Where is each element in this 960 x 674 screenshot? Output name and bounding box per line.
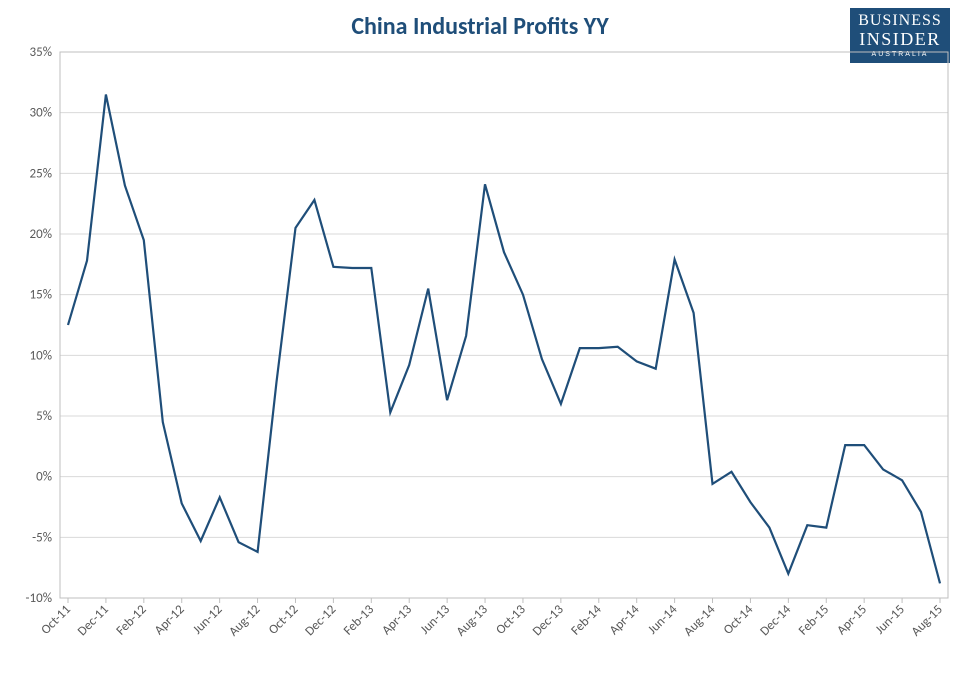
x-tick-label: Jun-15 — [873, 602, 908, 637]
x-tick-label: Apr-12 — [152, 602, 188, 638]
y-tick-label: -5% — [32, 530, 52, 545]
y-tick-label: -10% — [26, 591, 52, 606]
x-tick-label: Jun-12 — [190, 602, 226, 638]
x-tick-label: Dec-11 — [75, 602, 112, 639]
x-tick-label: Dec-14 — [757, 602, 794, 639]
y-tick-label: 5% — [36, 409, 52, 424]
series-line — [68, 95, 940, 584]
x-tick-label: Jun-13 — [418, 602, 454, 638]
y-tick-label: 35% — [30, 45, 52, 60]
x-tick-label: Dec-13 — [530, 602, 567, 639]
x-tick-label: Aug-15 — [909, 602, 946, 639]
x-tick-label: Dec-12 — [302, 602, 339, 639]
x-tick-label: Apr-13 — [379, 602, 415, 638]
x-tick-label: Oct-14 — [721, 602, 757, 638]
x-tick-label: Feb-15 — [796, 602, 832, 638]
x-tick-label: Oct-13 — [493, 602, 529, 638]
x-tick-label: Feb-12 — [113, 602, 150, 639]
x-tick-label: Oct-11 — [38, 602, 74, 638]
x-tick-label: Oct-12 — [266, 602, 302, 638]
y-tick-label: 10% — [30, 348, 52, 363]
plot-border — [60, 52, 948, 598]
y-tick-label: 20% — [30, 227, 52, 242]
chart-container: China Industrial Profits YY BUSINESS INS… — [0, 0, 960, 674]
x-tick-label: Feb-13 — [341, 602, 378, 639]
y-tick-label: 30% — [30, 106, 52, 121]
x-tick-label: Aug-12 — [226, 602, 264, 640]
x-tick-label: Jun-14 — [645, 602, 681, 638]
chart-svg: -10%-5%0%5%10%15%20%25%30%35%Oct-11Dec-1… — [0, 0, 960, 674]
x-tick-label: Apr-15 — [834, 602, 870, 638]
x-tick-label: Feb-14 — [568, 602, 605, 639]
y-tick-label: 25% — [30, 166, 52, 181]
x-tick-label: Aug-13 — [454, 602, 492, 640]
x-tick-label: Aug-14 — [681, 602, 719, 640]
y-tick-label: 15% — [30, 288, 52, 303]
y-tick-label: 0% — [36, 470, 52, 485]
x-tick-label: Apr-14 — [607, 602, 643, 638]
